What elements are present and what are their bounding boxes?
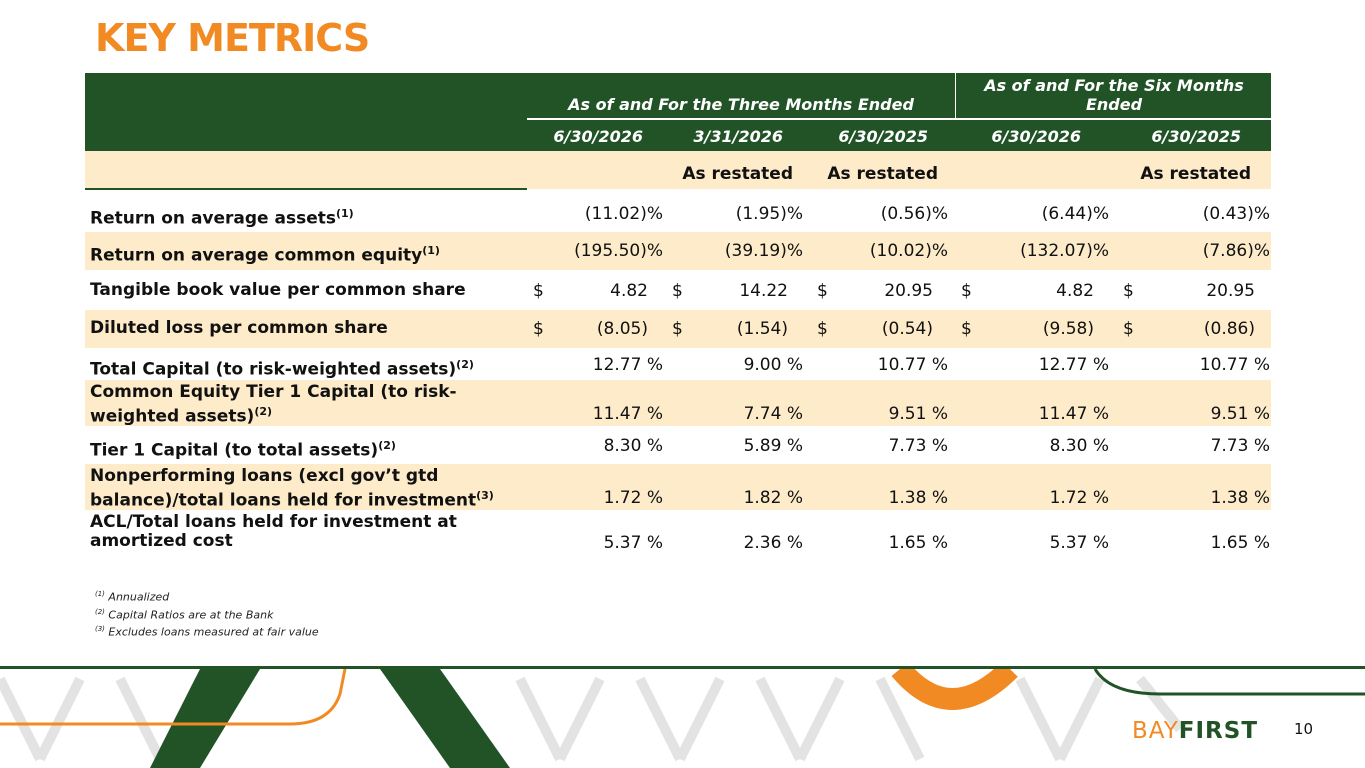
footer-decoration	[0, 669, 1365, 768]
currency-symbol: $	[533, 319, 544, 339]
table-cell: 9.51 %	[1210, 404, 1270, 424]
table-row: Tangible book value per common share 4.82…	[85, 271, 1271, 310]
table-cell: 9.51 %	[888, 404, 948, 424]
table-cell: (9.58)	[1042, 319, 1094, 339]
row-label: ACL/Total loans held for investment at am…	[90, 512, 457, 551]
restated-col-5: As restated	[1140, 164, 1251, 184]
currency-symbol: $	[1123, 280, 1134, 301]
table-cell: 1.38 %	[1210, 488, 1270, 508]
date-col-1: 6/30/2026	[553, 127, 643, 146]
table-cell: 11.47 %	[1038, 404, 1109, 424]
table-cell: (11.02)%	[584, 203, 663, 224]
currency-symbol: $	[961, 319, 972, 339]
table-row: Total Capital (to risk-weighted assets)(…	[85, 349, 1271, 380]
table-cell: (6.44)%	[1041, 203, 1109, 224]
table-row: Return on average common equity(1) (195.5…	[85, 232, 1271, 270]
table-cell: (0.86)	[1203, 319, 1255, 339]
row-label: Return on average assets(1)	[90, 206, 354, 229]
table-cell: 20.95	[884, 280, 933, 301]
table-cell: 1.72 %	[603, 488, 663, 508]
table-cell: 14.22	[739, 280, 788, 301]
table-cell: 10.77 %	[1199, 354, 1270, 375]
table-cell: (1.95)%	[735, 203, 803, 224]
table-cell: 11.47 %	[592, 404, 663, 424]
table-row: Diluted loss per common share (8.05) $ (1.5…	[85, 310, 1271, 348]
currency-symbol: $	[533, 280, 544, 301]
table-cell: 7.73 %	[888, 435, 948, 456]
table-cell: 1.72 %	[1049, 488, 1109, 508]
table-cell: 10.77 %	[877, 354, 948, 375]
row-label: Return on average common equity(1)	[90, 244, 440, 266]
date-col-4: 6/30/2026	[991, 127, 1081, 146]
row-label: Tangible book value per common share	[90, 279, 466, 300]
table-cell: (39.19)%	[724, 241, 803, 261]
currency-symbol: $	[672, 319, 683, 339]
table-cell: 7.73 %	[1210, 435, 1270, 456]
row-label: Total Capital (to risk-weighted assets)(…	[90, 357, 474, 380]
page-number: 10	[1294, 720, 1314, 738]
restated-col-3: As restated	[827, 164, 938, 184]
table-cell: 5.37 %	[1049, 533, 1109, 553]
table-cell: 5.37 %	[603, 533, 663, 553]
row-label: Tier 1 Capital (to total assets)(2)	[90, 438, 396, 461]
date-col-5: 6/30/2025	[1151, 127, 1241, 146]
table-cell: 1.82 %	[743, 488, 803, 508]
table-cell: 20.95	[1206, 280, 1255, 301]
currency-symbol: $	[1123, 319, 1134, 339]
table-cell: (0.54)	[881, 319, 933, 339]
table-cell: (1.54)	[736, 319, 788, 339]
bayfirst-logo: BAYFIRST	[1132, 718, 1259, 744]
page-title: KEY METRICS	[95, 16, 370, 60]
row-label: Nonperforming loans (excl gov’t gtd balan…	[90, 466, 494, 511]
table-cell: 7.74 %	[743, 404, 803, 424]
date-col-3: 6/30/2025	[838, 127, 928, 146]
table-row: Nonperforming loans (excl gov’t gtd balan…	[85, 464, 1271, 510]
table-cell: 12.77 %	[1038, 354, 1109, 375]
table-cell: 1.65 %	[888, 533, 948, 553]
table-cell: 12.77 %	[592, 354, 663, 375]
footnote-3: (3) Excludes loans measured at fair valu…	[95, 625, 319, 639]
table-row: Tier 1 Capital (to total assets)(2) 8.30 …	[85, 427, 1271, 464]
date-col-2: 3/31/2026	[693, 127, 783, 146]
table-cell: (0.56)%	[880, 203, 948, 224]
header-underline	[527, 118, 1271, 120]
table-row: Common Equity Tier 1 Capital (to risk-we…	[85, 380, 1271, 426]
restated-row-left	[85, 151, 527, 190]
table-cell: (0.43)%	[1202, 203, 1270, 224]
table-cell: 8.30 %	[603, 435, 663, 456]
table-cell: 1.65 %	[1210, 533, 1270, 553]
table-cell: 8.30 %	[1049, 435, 1109, 456]
row-label: Diluted loss per common share	[90, 318, 388, 338]
currency-symbol: $	[961, 280, 972, 301]
footnotes: (1) Annualized (2) Capital Ratios are at…	[95, 587, 319, 640]
table-cell: (10.02)%	[869, 241, 948, 261]
table-header-band	[85, 73, 1271, 151]
table-cell: 1.38 %	[888, 488, 948, 508]
table-cell: 4.82	[610, 280, 648, 301]
footer-divider	[0, 666, 1365, 669]
currency-symbol: $	[817, 319, 828, 339]
currency-symbol: $	[817, 280, 828, 301]
table-cell: 5.89 %	[743, 435, 803, 456]
table-cell: 9.00 %	[743, 354, 803, 375]
table-row: Return on average assets(1) (11.02)% (1.95…	[85, 195, 1271, 232]
table-cell: 2.36 %	[743, 533, 803, 553]
footnote-1: (1) Annualized	[95, 590, 170, 604]
footnote-2: (2) Capital Ratios are at the Bank	[95, 607, 274, 622]
table-cell: (7.86)%	[1202, 241, 1270, 261]
table-cell: (132.07)%	[1020, 241, 1109, 261]
row-label: Common Equity Tier 1 Capital (to risk-we…	[90, 382, 457, 427]
table-cell: (8.05)	[596, 319, 648, 339]
header-divider	[955, 73, 956, 119]
table-cell: (195.50)%	[574, 241, 663, 261]
currency-symbol: $	[672, 280, 683, 301]
restated-col-2: As restated	[682, 164, 793, 184]
table-cell: 4.82	[1056, 280, 1094, 301]
table-row: ACL/Total loans held for investment at am…	[85, 511, 1271, 555]
three-months-header: As of and For the Three Months Ended	[568, 95, 914, 114]
six-months-header: As of and For the Six Months Ended	[984, 76, 1244, 114]
